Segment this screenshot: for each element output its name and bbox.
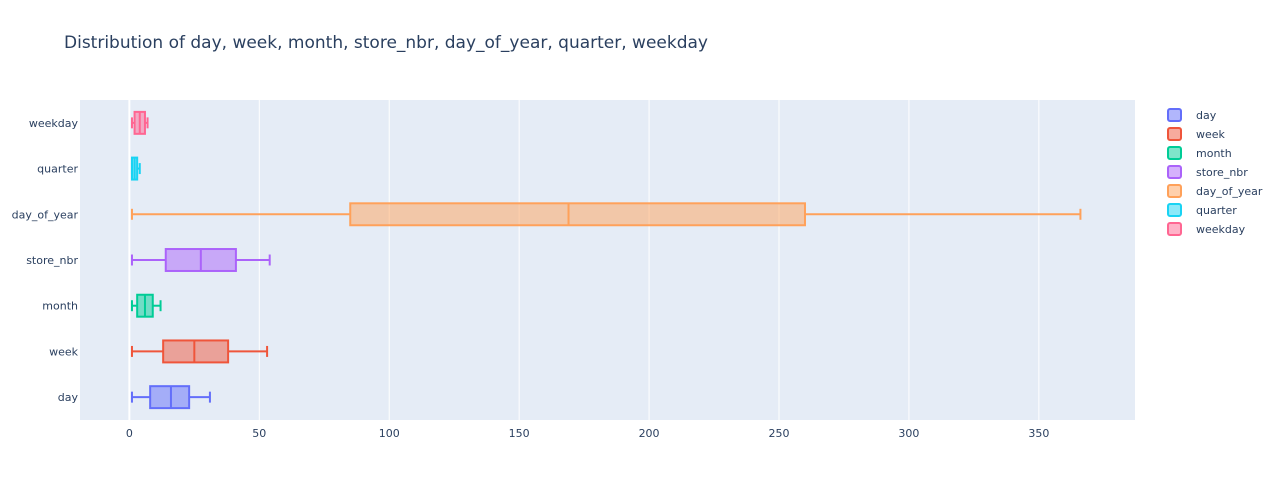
legend-label: store_nbr (1196, 166, 1248, 179)
x-tick-label: 350 (1028, 427, 1049, 440)
x-axis-ticks: 0 50 100 150 200 250 300 350 (126, 427, 1049, 440)
box-iqr (349, 202, 806, 227)
box-iqr (149, 385, 191, 410)
x-tick-label: 100 (379, 427, 400, 440)
box-month[interactable] (130, 293, 162, 318)
x-tick-label: 0 (126, 427, 133, 440)
boxes-layer (130, 110, 1082, 410)
legend-label: quarter (1196, 204, 1237, 217)
y-tick-label: quarter (37, 163, 78, 176)
legend-swatch (1167, 165, 1182, 179)
legend-label: day_of_year (1196, 185, 1263, 198)
y-tick-label: day_of_year (12, 208, 79, 221)
box-quarter[interactable] (130, 156, 141, 181)
box-day[interactable] (130, 385, 211, 410)
legend-label: week (1196, 128, 1226, 141)
box-day-of-year[interactable] (130, 202, 1082, 227)
legend-swatch (1167, 184, 1182, 198)
legend-item-quarter[interactable]: quarter (1167, 203, 1237, 217)
box-week[interactable] (130, 339, 269, 364)
legend-swatch (1167, 146, 1182, 160)
y-tick-label: store_nbr (26, 254, 78, 267)
legend-swatch (1167, 108, 1182, 122)
y-tick-label: day (58, 391, 79, 404)
legend-swatch (1167, 222, 1182, 236)
box-weekday[interactable] (130, 110, 149, 135)
x-tick-label: 300 (898, 427, 919, 440)
chart-title: Distribution of day, week, month, store_… (64, 33, 708, 53)
y-tick-label: week (49, 345, 79, 358)
box-iqr (162, 339, 230, 364)
box-store-nbr[interactable] (130, 248, 271, 272)
legend-item-day-of-year[interactable]: day_of_year (1167, 184, 1263, 198)
legend-label: weekday (1196, 223, 1246, 236)
legend-swatch (1167, 203, 1182, 217)
y-axis-ticks: day week month store_nbr day_of_year quarter w… (12, 117, 79, 404)
legend-item-day[interactable]: day (1167, 108, 1217, 122)
legend-swatch (1167, 127, 1182, 141)
legend-item-store-nbr[interactable]: store_nbr (1167, 165, 1248, 179)
legend-item-weekday[interactable]: weekday (1167, 222, 1246, 236)
legend-item-month[interactable]: month (1167, 146, 1232, 160)
legend-label: month (1196, 147, 1232, 160)
legend-item-week[interactable]: week (1167, 127, 1226, 141)
legend-label: day (1196, 109, 1217, 122)
x-tick-label: 200 (639, 427, 660, 440)
x-tick-label: 150 (509, 427, 530, 440)
x-tick-label: 250 (769, 427, 790, 440)
x-tick-label: 50 (252, 427, 266, 440)
y-tick-label: month (42, 300, 78, 313)
y-tick-label: weekday (29, 117, 79, 130)
